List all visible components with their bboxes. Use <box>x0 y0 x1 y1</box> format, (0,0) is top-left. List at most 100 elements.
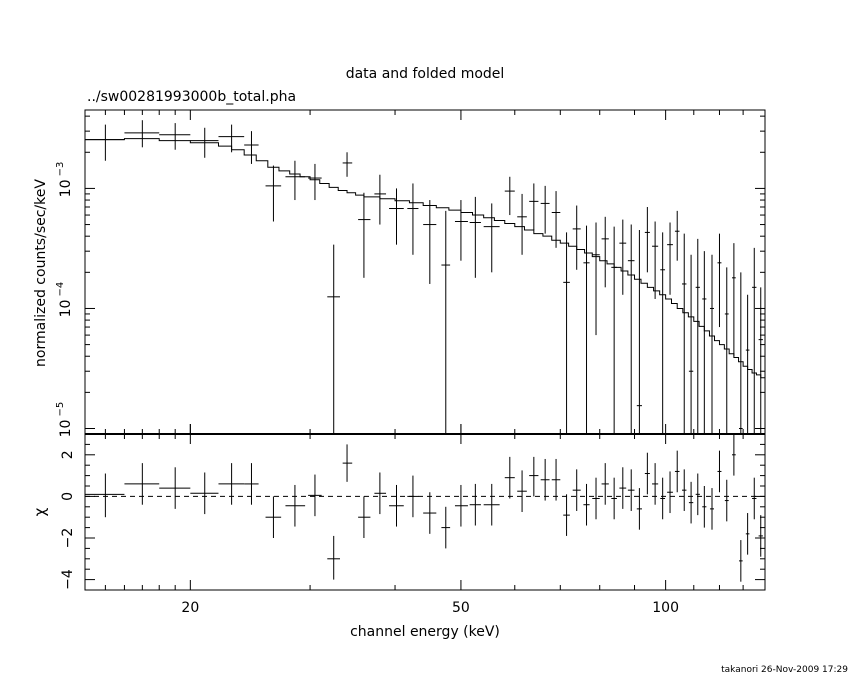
data-point <box>342 152 353 177</box>
data-point <box>758 287 763 434</box>
residual-point <box>218 463 245 505</box>
residual-point <box>265 496 282 538</box>
data-point <box>682 233 687 434</box>
residual-point <box>285 484 306 527</box>
residual-point <box>572 469 581 511</box>
residual-point <box>469 483 481 526</box>
data-point <box>389 188 404 245</box>
chi-axis-label: χ <box>31 507 49 516</box>
residual-point <box>85 473 125 518</box>
y-tick-label: −4 <box>60 569 76 590</box>
x-tick-label: 20 <box>181 600 199 616</box>
data-point <box>441 210 451 434</box>
y-tick-base: 10 <box>58 300 74 318</box>
data-point <box>540 185 550 234</box>
data-point <box>724 267 729 434</box>
footer-stamp: takanori 26-Nov-2009 17:29 <box>721 665 848 675</box>
y-tick-base: 10 <box>58 420 74 438</box>
residual-point <box>358 496 371 538</box>
residual-point <box>407 475 419 518</box>
data-point <box>644 207 650 273</box>
residual-point <box>504 456 515 499</box>
residual-point <box>738 540 743 582</box>
residual-point <box>583 483 590 526</box>
data-point <box>358 192 371 278</box>
data-point <box>752 247 757 434</box>
data-point <box>551 191 561 248</box>
data-point <box>667 222 673 295</box>
residual-point <box>709 488 715 530</box>
residual-point <box>627 469 635 511</box>
residual-point <box>540 458 550 501</box>
data-point <box>327 244 341 434</box>
data-point <box>652 221 659 299</box>
data-point <box>717 233 722 328</box>
data-point <box>85 124 125 161</box>
data-point <box>636 230 642 434</box>
residual-point <box>688 481 694 524</box>
residual-point <box>652 463 659 505</box>
residual-point <box>592 477 600 520</box>
residual-point <box>752 477 757 520</box>
residual-point <box>636 488 642 530</box>
data-point <box>601 216 609 288</box>
data-point <box>695 238 700 434</box>
residual-point <box>758 515 763 557</box>
residual-point <box>745 513 750 555</box>
y-tick-exponent: −4 <box>55 282 66 297</box>
residual-point <box>644 452 650 495</box>
residual-point <box>327 535 341 580</box>
residual-point <box>717 450 722 493</box>
data-point <box>374 174 387 225</box>
data-point <box>504 176 515 216</box>
data-point <box>592 222 600 336</box>
y-tick-base: 10 <box>58 180 74 198</box>
residual-point <box>611 477 617 520</box>
data-point <box>407 183 419 255</box>
residual-point <box>308 474 322 517</box>
data-point <box>308 163 322 201</box>
data-point <box>572 205 581 270</box>
data-point <box>244 131 259 164</box>
data-point <box>483 203 500 273</box>
residual-point <box>342 444 353 482</box>
x-axis-label: channel energy (keV) <box>350 624 500 640</box>
residual-point <box>563 494 570 536</box>
data-point <box>660 232 666 434</box>
data-point <box>423 200 437 284</box>
y-tick-label: −2 <box>60 528 76 549</box>
data-point <box>529 183 539 231</box>
top-panel-ylabel: normalized counts/sec/keV <box>33 179 49 367</box>
data-point <box>611 226 617 434</box>
data-point <box>265 165 282 222</box>
y-tick-exponent: −5 <box>55 402 66 417</box>
residual-point <box>667 471 673 514</box>
data-point <box>745 294 750 434</box>
data-point <box>732 243 736 357</box>
data-point <box>619 219 627 295</box>
data-point <box>702 251 707 434</box>
data-point <box>688 254 694 434</box>
data-point <box>454 200 468 261</box>
residual-point <box>517 470 527 512</box>
y-tick-label: 10−5 <box>55 402 74 438</box>
data-point <box>190 127 219 158</box>
residual-point <box>695 473 700 516</box>
residual-point <box>374 472 387 515</box>
residual-point <box>529 456 539 497</box>
residual-point <box>551 458 561 501</box>
data-point <box>583 225 590 434</box>
residual-panel-frame <box>84 433 766 591</box>
residual-point <box>454 484 468 527</box>
residual-point <box>190 472 219 515</box>
data-point <box>124 120 160 148</box>
top-panel: 10−510−410−3 <box>55 109 766 438</box>
residual-point <box>124 463 160 505</box>
chart-title: data and folded model <box>346 66 505 82</box>
x-tick-label: 100 <box>652 600 679 616</box>
data-point <box>159 123 191 150</box>
residual-point <box>660 477 666 520</box>
residual-point <box>732 434 736 476</box>
